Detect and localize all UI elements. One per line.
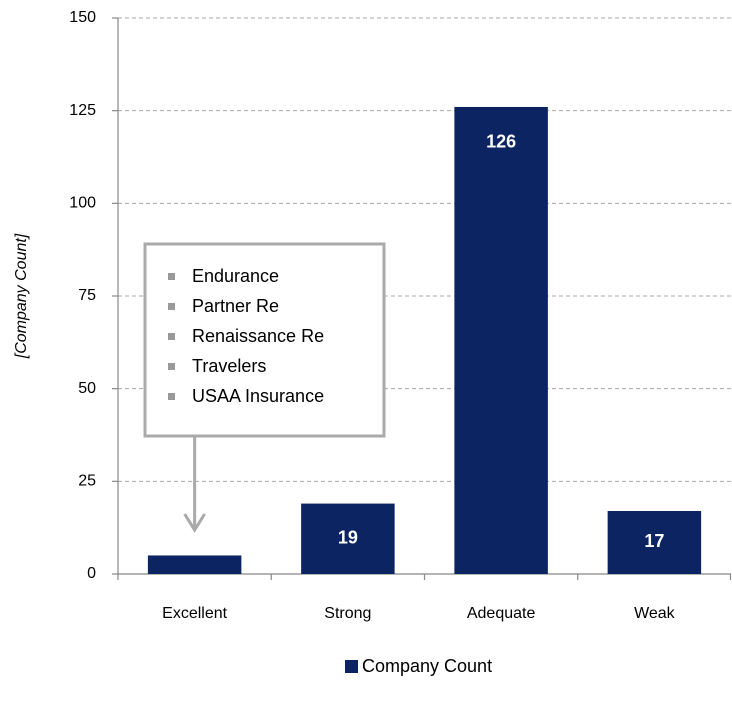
data-label: 19 [338, 528, 358, 548]
annotation-item: Partner Re [192, 296, 279, 316]
y-axis-title: [Company Count] [13, 233, 30, 359]
annotation-bullet [168, 273, 175, 280]
annotation-item: Renaissance Re [192, 326, 324, 346]
annotation-box [143, 242, 386, 438]
data-label: 17 [644, 531, 664, 551]
bar [147, 555, 242, 574]
y-tick-label: 25 [78, 473, 96, 490]
annotation-item: Travelers [192, 356, 266, 376]
legend-label: Company Count [362, 656, 492, 676]
x-tick-label: Adequate [467, 605, 536, 622]
data-label: 126 [486, 132, 516, 152]
annotation-item: Endurance [192, 266, 279, 286]
y-tick-label: 150 [69, 9, 96, 26]
annotation-bullet [168, 363, 175, 370]
y-tick-label: 50 [78, 380, 96, 397]
y-tick-label: 125 [69, 102, 96, 119]
annotation-arrowhead [183, 513, 206, 533]
bar [607, 510, 702, 574]
y-tick-label: 100 [69, 195, 96, 212]
legend-swatch [345, 660, 358, 673]
annotation-bullet [168, 303, 175, 310]
annotation-bullet [168, 393, 175, 400]
y-tick-label: 0 [87, 565, 96, 582]
bar [454, 106, 548, 575]
annotation-item: USAA Insurance [192, 386, 324, 406]
y-tick-label: 75 [78, 287, 96, 304]
x-tick-label: Strong [324, 605, 371, 622]
annotation-bullet [168, 333, 175, 340]
x-tick-label: Weak [634, 605, 676, 622]
x-tick-label: Excellent [162, 605, 227, 622]
bar [301, 503, 395, 574]
